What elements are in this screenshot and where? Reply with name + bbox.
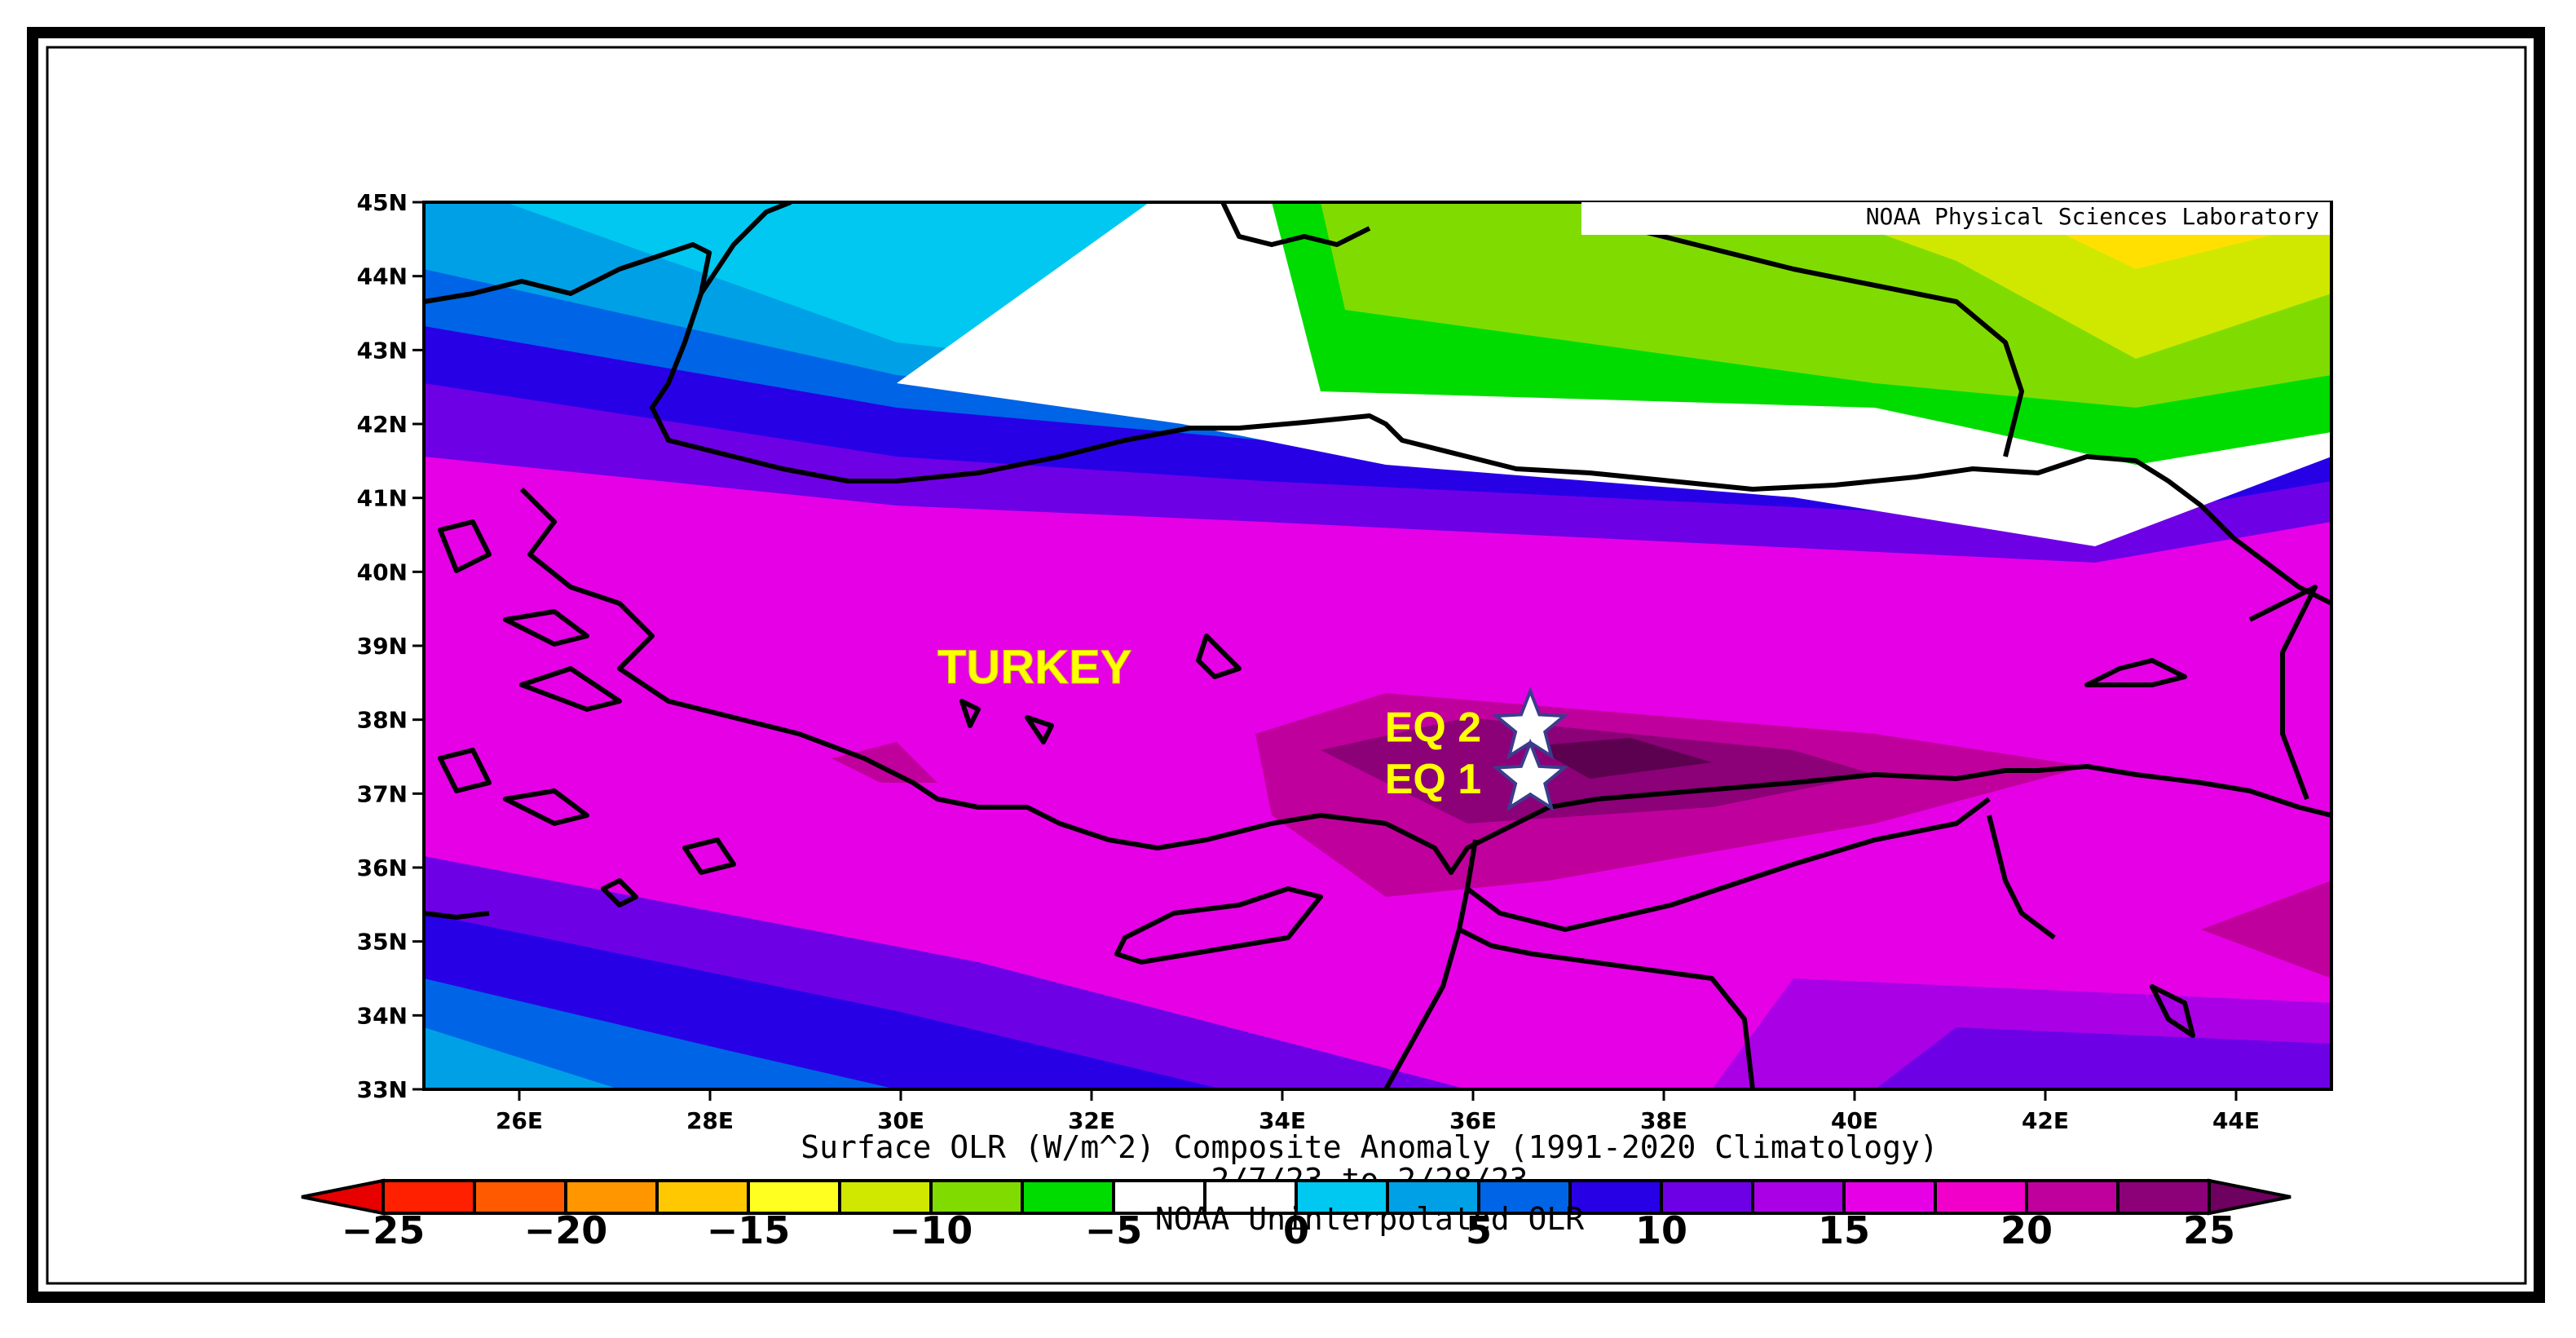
colorbar-low-arrow (301, 1178, 385, 1216)
provider-box (1581, 202, 2330, 235)
latitude-ticks: 45N 44N 43N 42N 41N 40N 39N 38N 37N 36N 35N 34N 33N (357, 189, 424, 1103)
lat-tick-label: 42N (357, 411, 408, 438)
caption-title: Surface OLR (W/m^2) Composite Anomaly (1… (801, 1129, 1939, 1165)
lat-tick-label: 38N (357, 707, 408, 734)
earthquake-label: EQ 1 (1385, 756, 1482, 803)
colorbar-tick-label: 15 (1818, 1208, 1870, 1252)
star-icon (1492, 738, 1569, 812)
lon-tick-label: 28E (686, 1107, 734, 1134)
lat-tick-label: 33N (357, 1076, 408, 1103)
colorbar-tick-label: 10 (1635, 1208, 1687, 1252)
lat-tick-label: 34N (357, 1002, 408, 1029)
colorbar-tick-label: −10 (889, 1208, 973, 1252)
colorbar-tick-label: −20 (524, 1208, 608, 1252)
lat-tick-label: 43N (357, 337, 408, 364)
colorbar-tick-label: 25 (2183, 1208, 2235, 1252)
colorbar-segment (1021, 1179, 1115, 1215)
lat-tick-label: 37N (357, 780, 408, 807)
lat-tick-label: 40N (357, 559, 408, 585)
colorbar-segment (929, 1179, 1024, 1215)
colorbar-tick-label: −25 (342, 1208, 426, 1252)
coastline-borders (424, 202, 2331, 1089)
colorbar-tick-label: −5 (1085, 1208, 1143, 1252)
lon-tick-label: 42E (2022, 1107, 2069, 1134)
colorbar-segment (2116, 1179, 2211, 1215)
colorbar-ticks: −25 −20 −15 −10 −5 0 5 10 15 20 25 (342, 1208, 2235, 1252)
provider-label: NOAA Physical Sciences Laboratory (1866, 203, 2319, 230)
colorbar-tick-label: 0 (1283, 1208, 1309, 1252)
colorbar-segment (655, 1179, 750, 1215)
lon-tick-label: 36E (1449, 1107, 1497, 1134)
lat-tick-label: 44N (357, 263, 408, 290)
lat-tick-label: 39N (357, 633, 408, 660)
colorbar-segment (1568, 1179, 1663, 1215)
caption-source: NOAA Uninterpolated OLR (1155, 1201, 1584, 1237)
olr-contour-field (424, 202, 2331, 1089)
colorbar-segment (1477, 1179, 1572, 1215)
lon-tick-label: 38E (1640, 1107, 1687, 1134)
inner-frame (46, 46, 2527, 1285)
colorbar-tick-label: −15 (707, 1208, 791, 1252)
lat-tick-label: 41N (357, 485, 408, 512)
country-label: TURKEY (937, 641, 1131, 694)
colorbar-tick-label: 5 (1466, 1208, 1492, 1252)
colorbar-high-arrow (2208, 1178, 2291, 1216)
lon-tick-label: 30E (877, 1107, 924, 1134)
lon-tick-label: 40E (1831, 1107, 1878, 1134)
colorbar-tick-label: 20 (2000, 1208, 2053, 1252)
colorbar-segment (1386, 1179, 1480, 1215)
lat-tick-label: 35N (357, 929, 408, 956)
longitude-ticks: 26E 28E 30E 32E 34E 36E 38E 40E 42E 44E (496, 1089, 2260, 1134)
colorbar-segment (1751, 1179, 1846, 1215)
lon-tick-label: 32E (1068, 1107, 1115, 1134)
lat-tick-label: 45N (357, 189, 408, 216)
earthquake-markers: EQ 2EQ 1 (1385, 687, 1569, 812)
colorbar (301, 1178, 2291, 1216)
lon-tick-label: 44E (2212, 1107, 2260, 1134)
lon-tick-label: 34E (1259, 1107, 1306, 1134)
lon-tick-label: 26E (496, 1107, 543, 1134)
earthquake-label: EQ 2 (1385, 704, 1482, 752)
lat-tick-label: 36N (357, 854, 408, 881)
